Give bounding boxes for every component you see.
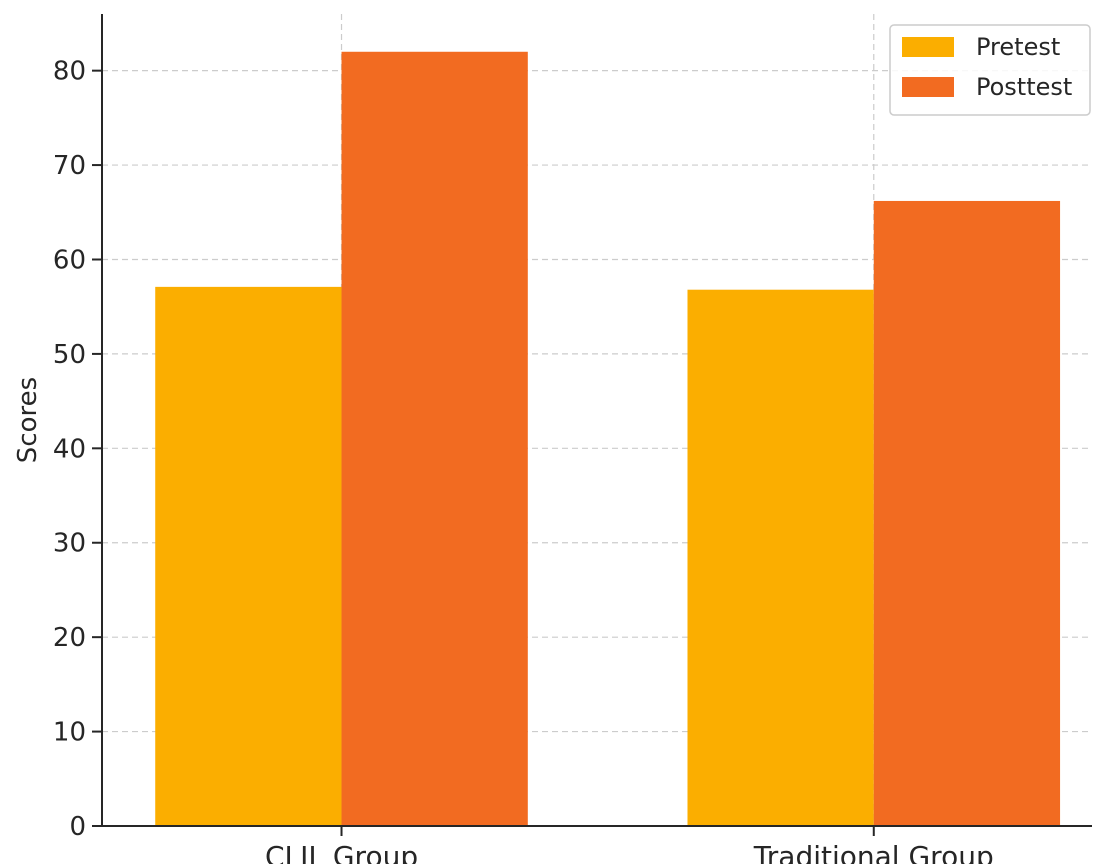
y-tick-label: 20 [53, 623, 86, 653]
y-tick-label: 80 [53, 57, 86, 87]
bar-pretest-traditional-group [687, 289, 874, 826]
bar-posttest-clil-group [341, 51, 528, 826]
y-tick-label: 10 [53, 718, 86, 748]
x-tick-label: Traditional Group [753, 840, 994, 864]
y-tick-label: 70 [53, 151, 86, 181]
y-tick-label: 40 [53, 434, 86, 464]
legend-swatch [902, 37, 954, 57]
x-ticks: CLIL Group Traditional Group [265, 826, 994, 864]
legend-label: Posttest [976, 73, 1072, 101]
y-ticks: 0 10 20 30 40 50 60 70 80 [53, 57, 102, 842]
legend-swatch [902, 77, 954, 97]
axes-layer [101, 14, 1092, 827]
y-tick-label: 50 [53, 340, 86, 370]
y-tick-label: 60 [53, 245, 86, 275]
legend-label: Pretest [976, 33, 1060, 61]
x-tick-label: CLIL Group [265, 840, 418, 864]
y-tick-label: 30 [53, 529, 86, 559]
bars-layer [155, 51, 1061, 827]
y-tick-label: 0 [69, 812, 86, 842]
legend: Pretest Posttest [889, 24, 1091, 116]
bar-posttest-traditional-group [873, 200, 1061, 826]
y-axis-title: Scores [13, 377, 43, 463]
bar-pretest-clil-group [155, 286, 342, 827]
